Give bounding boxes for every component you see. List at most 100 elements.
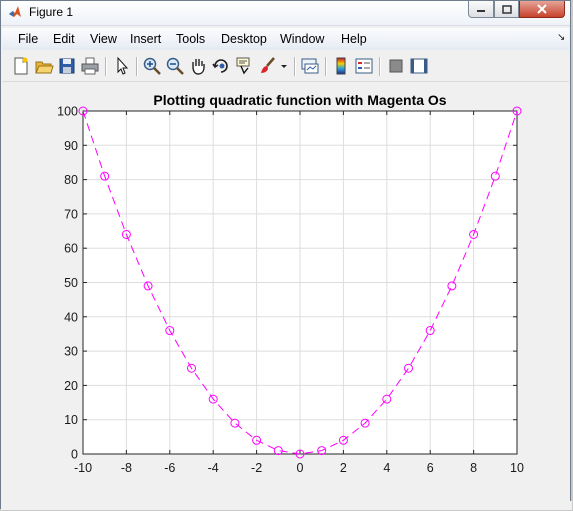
x-tick-label: -6 <box>164 461 175 475</box>
data-point-marker <box>317 446 327 456</box>
brush-icon <box>261 57 275 73</box>
data-point-marker <box>165 326 175 336</box>
menu-desktop[interactable]: Desktop <box>221 32 267 46</box>
data-point-marker <box>143 281 153 291</box>
y-tick-label: 0 <box>71 448 78 462</box>
hide-plot-tools-icon <box>389 59 403 73</box>
show-plot-tools-button[interactable] <box>409 56 429 76</box>
chart-title: Plotting quadratic function with Magenta… <box>153 92 446 108</box>
x-tick-label: 2 <box>340 461 347 475</box>
y-tick-label: 90 <box>64 139 78 153</box>
toolbar-separator <box>105 57 107 76</box>
brush-dropdown-button[interactable] <box>279 56 289 76</box>
data-point-marker <box>490 171 500 181</box>
x-tick-label: 0 <box>297 461 304 475</box>
data-point-marker <box>252 435 262 445</box>
open-file-icon <box>35 61 54 74</box>
print-icon <box>81 57 99 75</box>
data-point-marker <box>360 418 370 428</box>
show-plot-tools-icon <box>410 58 428 74</box>
y-tick-label: 20 <box>64 379 78 393</box>
title-bar[interactable]: Figure 1 <box>1 1 570 26</box>
matlab-logo-icon <box>9 6 21 17</box>
toolbar-separator <box>379 57 381 76</box>
toolbar-separator <box>136 57 138 76</box>
window-bottom-border <box>1 501 572 510</box>
window-title: Figure 1 <box>29 5 74 19</box>
close-icon <box>537 4 547 14</box>
menu-view[interactable]: View <box>90 32 117 46</box>
print-button[interactable] <box>80 56 100 76</box>
x-tick-label: 4 <box>383 461 390 475</box>
data-point-marker <box>512 106 522 116</box>
data-cursor-button[interactable] <box>234 56 254 76</box>
figure-canvas: -10 -8 -6 -4 -2 0 2 4 6 8 10 0 10 20 30 40 50 60 70 80 90 10… <box>2 82 569 501</box>
x-tick-label: 6 <box>427 461 434 475</box>
y-tick-label: 80 <box>64 173 78 187</box>
new-figure-button[interactable] <box>11 56 31 76</box>
y-tick-label: 10 <box>64 413 78 427</box>
zoom-out-button[interactable] <box>165 56 185 76</box>
toolbar-separator <box>325 57 327 76</box>
edit-plot-button[interactable] <box>112 56 132 76</box>
zoom-in-icon <box>143 57 161 75</box>
menu-tools[interactable]: Tools <box>176 32 206 46</box>
maximize-icon <box>501 4 512 14</box>
save-icon <box>59 58 75 74</box>
x-tick-labels: -10 -8 -6 -4 -2 0 2 4 6 8 10 <box>74 461 524 475</box>
zoom-in-button[interactable] <box>142 56 162 76</box>
rotate-3d-button[interactable] <box>211 56 231 76</box>
hide-plot-tools-button[interactable] <box>386 56 406 76</box>
series-line <box>82 110 518 455</box>
plot-svg: -10 -8 -6 -4 -2 0 2 4 6 8 10 0 10 20 30 40 50 60 70 80 90 10… <box>57 92 524 475</box>
minimize-button[interactable] <box>468 1 494 18</box>
data-point-marker <box>338 435 348 445</box>
zoom-out-icon <box>166 57 184 75</box>
data-series <box>78 106 522 459</box>
menu-file[interactable]: File <box>18 32 39 46</box>
y-tick-label: 30 <box>64 345 78 359</box>
rotate-3d-icon <box>212 59 228 73</box>
menu-dock-arrow-icon[interactable]: ↘ <box>557 32 566 43</box>
brush-dropdown-icon <box>281 65 287 68</box>
link-plot-button[interactable] <box>300 56 320 76</box>
data-point-marker <box>447 281 457 291</box>
legend-icon <box>355 58 373 74</box>
data-point-marker <box>404 363 413 373</box>
minimize-icon <box>477 10 485 12</box>
y-tick-label: 50 <box>64 276 78 290</box>
brush-button[interactable] <box>258 56 278 76</box>
new-figure-icon <box>14 57 28 75</box>
save-button[interactable] <box>57 56 77 76</box>
edit-plot-arrow-icon <box>117 56 129 75</box>
close-button[interactable] <box>519 1 565 18</box>
maximize-button[interactable] <box>494 1 519 18</box>
colorbar-icon <box>336 57 346 75</box>
y-tick-label: 40 <box>64 310 78 324</box>
menu-edit[interactable]: Edit <box>53 32 75 46</box>
data-point-marker <box>230 418 240 428</box>
y-tick-label: 60 <box>64 242 78 256</box>
x-tick-label: 8 <box>470 461 477 475</box>
data-point-marker <box>469 229 479 239</box>
data-cursor-icon <box>236 57 250 75</box>
x-tick-label: -10 <box>74 461 92 475</box>
link-plot-icon <box>301 58 319 74</box>
insert-legend-button[interactable] <box>354 56 374 76</box>
menu-window[interactable]: Window <box>280 32 325 46</box>
pan-button[interactable] <box>188 56 208 76</box>
data-point-marker <box>382 394 392 404</box>
x-tick-label: -8 <box>121 461 132 475</box>
data-point-marker <box>121 229 131 239</box>
y-tick-labels: 0 10 20 30 40 50 60 70 80 90 100 <box>57 105 78 462</box>
y-tick-label: 100 <box>57 105 78 119</box>
data-point-marker <box>425 326 435 336</box>
menu-insert[interactable]: Insert <box>130 32 162 46</box>
pan-hand-icon <box>192 59 205 75</box>
data-point-marker <box>187 363 196 373</box>
menu-help[interactable]: Help <box>341 32 367 46</box>
data-point-marker <box>100 171 110 181</box>
insert-colorbar-button[interactable] <box>331 56 351 76</box>
open-file-button[interactable] <box>34 56 54 76</box>
